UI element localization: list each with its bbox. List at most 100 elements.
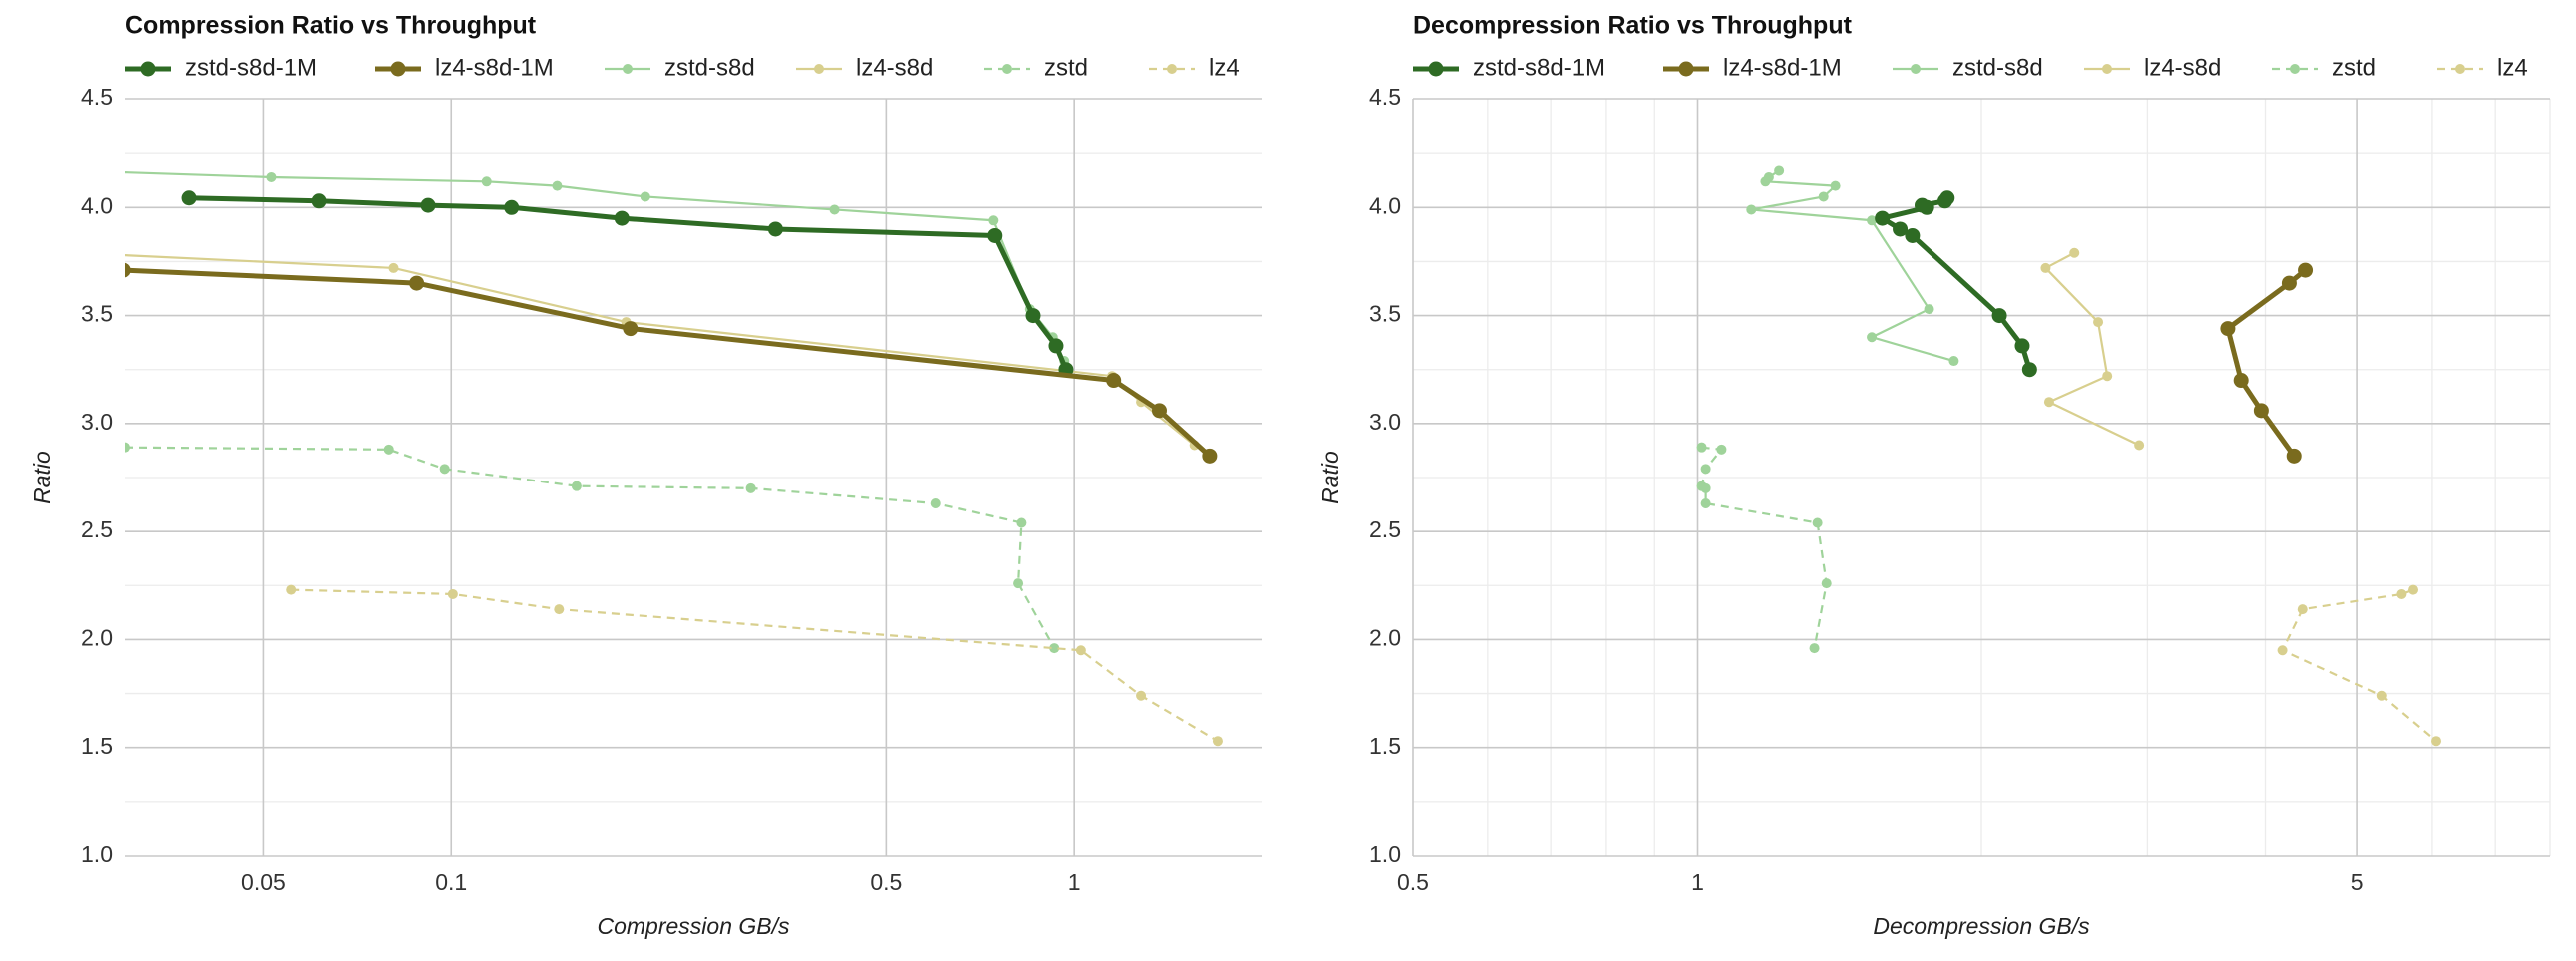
data-point (745, 482, 756, 493)
legend-label: zstd (1044, 54, 1088, 81)
data-point (1760, 176, 1771, 187)
data-point (181, 190, 197, 206)
legend-marker (1428, 61, 1444, 77)
x-tick-label: 0.5 (870, 869, 902, 895)
data-point (2021, 362, 2037, 378)
data-point (2253, 403, 2269, 419)
plot-area (1696, 165, 2442, 747)
x-tick-label: 0.05 (241, 869, 286, 895)
legend-label: zstd-s8d (664, 54, 755, 81)
data-point (2102, 371, 2113, 382)
data-point (2286, 448, 2302, 464)
legend-marker (623, 64, 633, 74)
y-tick-label: 4.0 (81, 192, 113, 218)
data-point (1696, 442, 1707, 453)
data-point (1700, 464, 1711, 475)
data-point (1905, 227, 1921, 243)
y-tick-label: 4.5 (81, 84, 113, 110)
legend-marker (390, 61, 406, 77)
data-point (2298, 262, 2314, 278)
data-point (2396, 588, 2407, 599)
y-tick-label: 4.0 (1369, 192, 1401, 218)
data-point (1151, 403, 1167, 419)
data-point (2043, 397, 2054, 408)
series-line (2225, 268, 2308, 458)
data-point (1821, 578, 1832, 589)
chart-panel: 1.0 1.5 2.0 2.5 3.0 3.5 4.0 4.5 0.5 1 5 Decompressi… (1317, 12, 2551, 939)
data-point (388, 262, 399, 273)
data-point (614, 210, 630, 226)
y-tick-label: 2.5 (1369, 516, 1401, 542)
data-point (1948, 356, 1959, 367)
legend-marker (1678, 61, 1694, 77)
y-axis-label: Ratio (1317, 451, 1343, 504)
data-point (1700, 497, 1711, 508)
data-point (1202, 448, 1218, 464)
data-point (554, 604, 565, 615)
legend-marker (2455, 64, 2465, 74)
legend-marker (140, 61, 156, 77)
data-point (286, 584, 297, 595)
x-tick-label: 0.5 (1397, 869, 1429, 895)
data-point (1774, 165, 1785, 176)
chart-title: Compression Ratio vs Throughput (125, 12, 537, 40)
data-point (2408, 584, 2419, 595)
data-point (1013, 578, 1024, 589)
data-point (829, 204, 840, 215)
x-axis-label: Decompression GB/s (1873, 913, 2090, 939)
data-point (1075, 645, 1086, 656)
legend-label: lz4-s8d-1M (1723, 54, 1842, 81)
data-point (988, 215, 999, 226)
data-point (2069, 247, 2080, 258)
data-point (1716, 444, 1727, 455)
series-line (1700, 446, 1828, 649)
data-point (1812, 517, 1823, 528)
y-tick-label: 3.0 (1369, 409, 1401, 435)
data-point (1893, 221, 1909, 237)
series-line (291, 588, 1219, 743)
data-point (2281, 275, 2297, 291)
data-point (1867, 215, 1878, 226)
data-point (481, 176, 492, 187)
data-point (1937, 193, 1953, 209)
plot-area (71, 165, 1223, 747)
data-point (571, 480, 582, 491)
x-axis-label: Compression GB/s (597, 913, 790, 939)
series-line (125, 254, 1196, 447)
y-axis-label: Ratio (29, 451, 55, 504)
data-point (1991, 308, 2007, 324)
data-point (383, 444, 394, 455)
data-point (71, 248, 81, 258)
series-line (125, 267, 1212, 459)
y-tick-label: 1.0 (81, 841, 113, 867)
series-line (2044, 251, 2140, 447)
data-point (1746, 204, 1757, 215)
legend-label: zstd-s8d-1M (1473, 54, 1605, 81)
legend-label: zstd (2332, 54, 2376, 81)
series-line (188, 195, 1069, 371)
data-point (1016, 517, 1027, 528)
data-point (71, 165, 81, 175)
chart-title: Decompression Ratio vs Throughput (1413, 12, 1853, 40)
data-point (2431, 736, 2442, 747)
legend-label: lz4-s8d (2144, 54, 2221, 81)
y-tick-label: 2.0 (81, 625, 113, 651)
data-point (2297, 604, 2308, 615)
x-tick-label: 5 (2351, 869, 2364, 895)
data-point (2376, 690, 2387, 701)
series-line (1880, 196, 2032, 371)
y-tick-label: 3.5 (1369, 301, 1401, 327)
data-point (439, 464, 450, 475)
y-tick-label: 2.0 (1369, 625, 1401, 651)
data-point (930, 497, 941, 508)
data-point (447, 588, 458, 599)
data-point (1106, 373, 1122, 389)
data-point (2277, 645, 2288, 656)
legend-label: zstd-s8d (1952, 54, 2043, 81)
data-point (409, 275, 425, 291)
chart-panel: 1.0 1.5 2.0 2.5 3.0 3.5 4.0 4.5 0.05 0.1 0.5 1 Compr… (29, 12, 1262, 939)
legend-marker (1002, 64, 1012, 74)
legend-label: lz4-s8d (856, 54, 933, 81)
data-point (1867, 332, 1878, 343)
